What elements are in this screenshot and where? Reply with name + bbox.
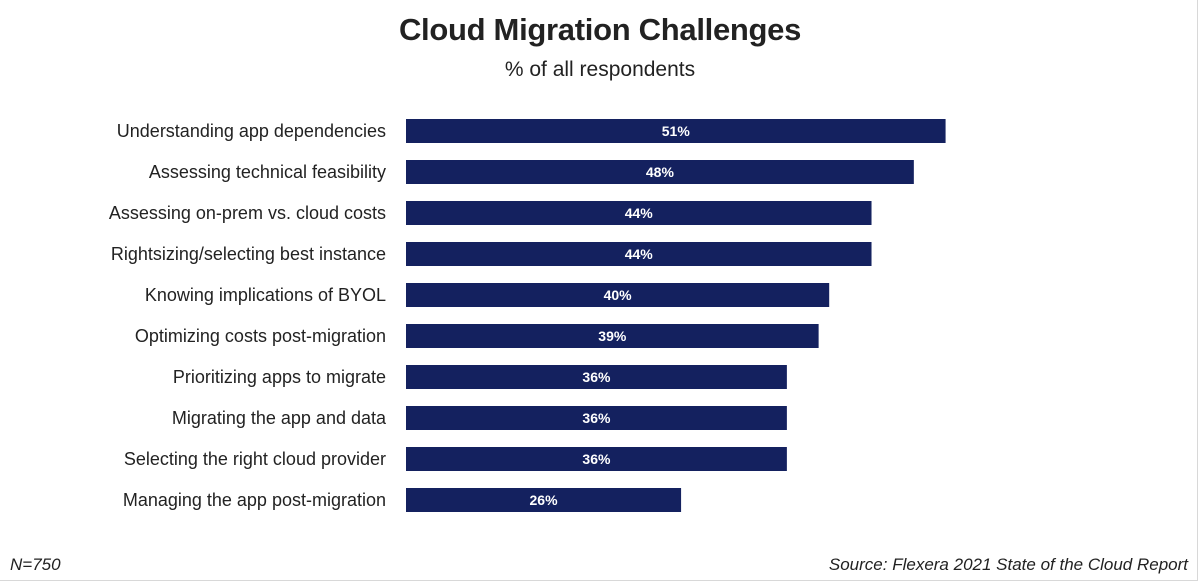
chart-subtitle: % of all respondents xyxy=(504,58,696,81)
category-label: Rightsizing/selecting best instance xyxy=(111,244,386,264)
category-label: Selecting the right cloud provider xyxy=(124,449,386,469)
category-label: Assessing on-prem vs. cloud costs xyxy=(109,203,386,223)
bar xyxy=(406,160,914,184)
bar-value-label: 48% xyxy=(646,164,675,180)
bar-value-label: 44% xyxy=(625,246,654,262)
bar xyxy=(406,406,787,430)
bar-value-label: 36% xyxy=(582,451,611,467)
bar-chart: Understanding app dependencies 51% Assessi… xyxy=(109,119,946,512)
category-label: Migrating the app and data xyxy=(172,408,387,428)
category-label: Managing the app post-migration xyxy=(123,490,386,510)
chart-title: Cloud Migration Challenges xyxy=(398,12,802,47)
category-label: Knowing implications of BYOL xyxy=(145,285,386,305)
category-label: Understanding app dependencies xyxy=(117,121,386,141)
bar-value-label: 40% xyxy=(604,287,633,303)
bar-value-label: 26% xyxy=(530,492,559,508)
source-note: Source: Flexera 2021 State of the Cloud … xyxy=(828,555,1188,574)
bar xyxy=(406,283,830,307)
bar xyxy=(406,488,682,512)
bar xyxy=(406,365,787,389)
bar-value-label: 36% xyxy=(582,410,611,426)
bar xyxy=(406,324,819,348)
bar xyxy=(406,201,872,225)
bar xyxy=(406,119,946,143)
bar-value-label: 39% xyxy=(598,328,627,344)
sample-size-note: N=750 xyxy=(10,555,61,574)
category-label: Assessing technical feasibility xyxy=(149,162,386,182)
bar-value-label: 44% xyxy=(625,205,654,221)
bar-value-label: 51% xyxy=(662,123,691,139)
category-label: Prioritizing apps to migrate xyxy=(173,367,386,387)
bar-value-label: 36% xyxy=(582,369,611,385)
category-label: Optimizing costs post-migration xyxy=(135,326,386,346)
bar xyxy=(406,447,787,471)
bar xyxy=(406,242,872,266)
